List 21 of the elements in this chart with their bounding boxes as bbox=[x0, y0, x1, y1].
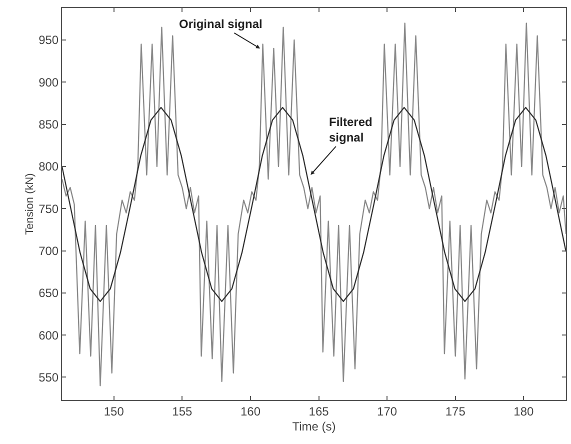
y-tick-label: 650 bbox=[38, 286, 59, 300]
y-tick-label: 750 bbox=[38, 202, 59, 216]
line-series bbox=[62, 106, 566, 302]
y-tick-label: 850 bbox=[38, 118, 59, 132]
y-tick-label: 550 bbox=[38, 370, 59, 384]
x-tick-label: 175 bbox=[445, 404, 466, 418]
y-tick-label: 900 bbox=[38, 75, 59, 90]
x-tick-label: 165 bbox=[308, 404, 330, 418]
x-tick-label: 180 bbox=[514, 404, 534, 418]
annotation: Original signal bbox=[179, 17, 262, 31]
x-tick-label: 160 bbox=[240, 404, 261, 418]
x-axis-title: Time (s) bbox=[292, 419, 336, 434]
y-axis-title: Tension (kN) bbox=[24, 173, 36, 235]
y-tick-label: 950 bbox=[38, 33, 59, 48]
x-tick-label: 170 bbox=[377, 404, 398, 418]
x-tick-label: 155 bbox=[172, 404, 193, 418]
annotation: Filtered signal bbox=[329, 115, 372, 145]
x-tick-label: 150 bbox=[104, 404, 124, 418]
y-tick-label: 600 bbox=[38, 328, 59, 342]
y-tick-label: 800 bbox=[38, 160, 59, 174]
y-tick-label: 700 bbox=[38, 244, 59, 258]
